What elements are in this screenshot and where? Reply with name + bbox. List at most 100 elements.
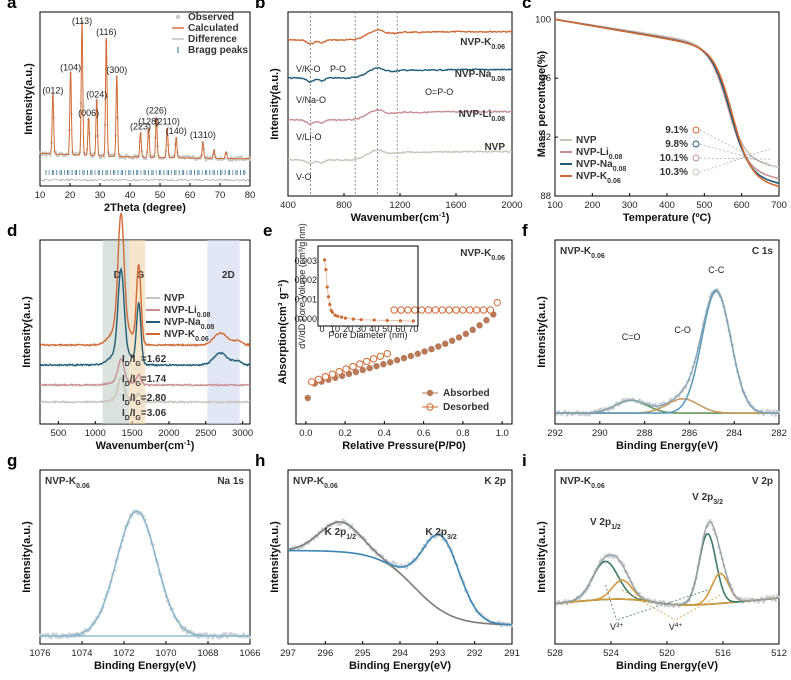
peak-label: C=O [622, 332, 641, 342]
observed-point [182, 154, 186, 158]
x-tick-label: 800 [336, 200, 352, 211]
inset-point [411, 319, 415, 323]
peak-label: (1310) [190, 130, 216, 140]
fit-component [288, 533, 513, 626]
x-axis-label: 2Theta (degree) [104, 202, 186, 214]
sample-label: NVP-K0.06 [560, 476, 605, 490]
observed-point [235, 158, 238, 162]
observed-point [195, 158, 198, 162]
desorbed-point [493, 298, 501, 307]
legend-marker [175, 14, 181, 20]
x-tick-label: 1000 [85, 428, 106, 439]
desorbed-point [479, 306, 488, 314]
envelope-line [555, 288, 779, 414]
desorbed-point [321, 373, 330, 381]
x-tick-label: 70 [215, 190, 226, 201]
band-annotation: P-O [330, 64, 346, 74]
band-annotation: V/K-O [296, 64, 321, 74]
x-tick-label: 296 [317, 648, 333, 659]
observed-point [204, 158, 208, 162]
peak-label: V 2p1/2 [590, 517, 621, 531]
x-tick-label: 293 [429, 648, 445, 659]
difference-line [39, 178, 250, 182]
y-axis-label: Intensity(a.u.) [536, 521, 548, 593]
core-level-label: K 2p [484, 476, 506, 487]
inset-point [351, 317, 355, 321]
absorbed-point [414, 350, 421, 357]
observed-point [228, 158, 232, 162]
inset-point [323, 258, 327, 262]
x-axis-label: Binding Energy(eV) [349, 660, 451, 672]
spectrum-line [287, 108, 513, 126]
sample-label: NVP-K0.06 [293, 476, 338, 490]
desorbed-point [356, 360, 364, 368]
spectrum-line [287, 28, 512, 45]
absorbed-point [435, 343, 442, 350]
x-tick-label: 512 [771, 648, 787, 659]
observed-point [40, 153, 44, 157]
x-tick-label: 3000 [232, 428, 253, 439]
inset-point [359, 318, 363, 322]
absorbed-point [380, 360, 387, 368]
panel-label: b [255, 0, 265, 12]
x-tick-label: 528 [547, 648, 563, 659]
absorbed-point [476, 322, 483, 329]
spectrum-line [287, 149, 513, 165]
inset-point [328, 302, 332, 307]
raw-data-line [39, 508, 251, 640]
fit-component [555, 532, 780, 606]
absorbed-point [421, 348, 428, 355]
observed-point [132, 156, 135, 160]
raman-line [39, 358, 251, 387]
observed-point [187, 154, 191, 158]
x-tick-label: 100 [547, 200, 563, 211]
legend-label: NVP [576, 135, 597, 146]
absorbed-point [483, 317, 490, 324]
panel-b: b 400 800 1200 1600 2000 Wavenumber(cm-1) Inten… [255, 0, 523, 224]
panel-label: e [263, 221, 272, 240]
2d-band-region [207, 240, 240, 424]
x-tick-label: 10 [35, 190, 46, 201]
peak-label: C-C [708, 265, 724, 275]
inset-y-tick-label: 0.003 [294, 256, 317, 266]
x-tick-label: 400 [280, 200, 296, 211]
x-tick-label: 2000 [501, 200, 522, 211]
x-tick-label: 1066 [239, 648, 260, 659]
legend-label: NVP-Li0.08 [164, 305, 211, 319]
tga-line [554, 18, 780, 188]
absorbed-point [373, 362, 380, 370]
panel-c: c 100 200 300 400 500 600 700 Temperature (ºC) Ma… [522, 0, 787, 224]
panel-label: i [522, 451, 527, 470]
desorbed-point [362, 357, 371, 366]
legend-label: Observed [188, 12, 234, 23]
plot-frame [287, 469, 513, 645]
peak-label: (116) [96, 27, 116, 37]
absorbed-point [359, 366, 366, 374]
absorbed-point [387, 358, 394, 366]
observed-point [134, 154, 137, 157]
x-tick-label: 292 [467, 648, 483, 659]
panel-label: h [255, 451, 265, 470]
panel-f: f 292 290 288 286 284 282 Binding Energy(eV) Int… [522, 221, 787, 452]
panel-label: c [522, 0, 531, 12]
inset-x-tick-label: 20 [343, 324, 353, 334]
absorbed-point [400, 354, 408, 362]
sample-label: NVP-K0.06 [460, 248, 505, 262]
desorbed-point [328, 370, 337, 378]
absorbed-point [304, 394, 311, 402]
state-guide [675, 594, 721, 621]
x-tick-label: 282 [771, 428, 787, 439]
core-level-label: C 1s [752, 246, 774, 257]
inset-x-tick-label: 60 [395, 324, 405, 334]
x-tick-label: 500 [50, 428, 66, 439]
desorbed-point [390, 306, 398, 314]
peak-label: V 2p3/2 [692, 492, 723, 506]
desorbed-point [452, 306, 460, 314]
x-tick-label: 0.2 [338, 428, 351, 439]
observed-point [208, 155, 212, 159]
inset-point [333, 313, 337, 317]
sample-label: NVP-K0.06 [45, 476, 90, 490]
observed-point [123, 157, 127, 160]
x-tick-label: 400 [659, 200, 675, 211]
x-tick-label: 286 [681, 428, 697, 439]
